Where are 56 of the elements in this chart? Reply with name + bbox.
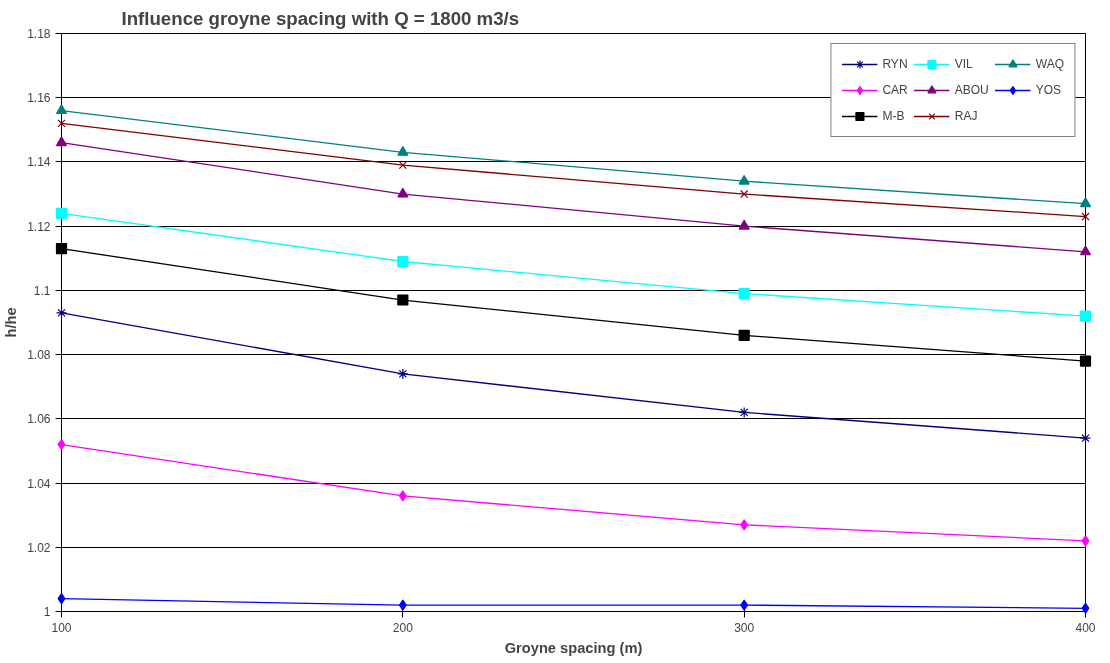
point [1079,245,1092,256]
point [738,329,750,341]
point [57,119,66,128]
x-tick-label: 100 [51,620,72,635]
legend-label: RAJ [954,109,978,123]
point [397,368,409,380]
point [740,519,749,531]
x-axis-title: Groyne spacing (m) [504,639,643,656]
legend-label: VIL [954,57,974,71]
legend-label: M-B [882,109,905,123]
point [1079,197,1092,208]
y-axis-title: h/he [3,307,20,338]
x-tick-label: 200 [392,620,414,635]
legend-label: CAR [882,83,908,97]
y-tick-label: 1.02 [27,540,51,555]
y-tick-label: 1.08 [27,348,51,363]
point [740,599,749,611]
point [1079,432,1092,444]
chart-title: Influence groyne spacing with Q = 1800 m3/s [121,7,520,29]
point [738,406,750,419]
point [397,145,409,156]
point [1081,212,1090,221]
x-tick-label: 300 [734,620,755,635]
point [57,593,66,605]
point [397,255,409,268]
y-tick-label: 1.14 [27,155,51,170]
point [398,161,407,170]
y-tick-label: 1.06 [27,412,51,427]
x-tick-label: 400 [1075,620,1096,635]
point [740,189,749,199]
legend-label: YOS [1035,83,1062,97]
point [55,307,68,319]
point [1079,310,1092,322]
y-tick-label: 1 [43,605,51,619]
point [55,243,68,255]
point [1081,535,1090,547]
point [738,288,750,300]
point [1081,602,1090,614]
point [738,174,750,185]
legend-label: ABOU [954,83,989,97]
point [738,219,750,230]
legend-label: WAQ [1035,57,1064,71]
point [397,187,409,198]
point [55,136,68,147]
point [398,490,407,502]
legend-label: RYN [882,57,908,71]
y-tick-label: 1.16 [27,91,51,106]
y-tick-label: 1.12 [27,219,51,234]
y-tick-label: 1.1 [33,283,51,298]
point [55,207,68,219]
y-tick-label: 1.04 [27,476,51,491]
point [398,599,407,611]
point [397,294,409,306]
y-tick-label: 1.18 [27,27,51,41]
point [1079,355,1092,367]
point [55,104,68,115]
